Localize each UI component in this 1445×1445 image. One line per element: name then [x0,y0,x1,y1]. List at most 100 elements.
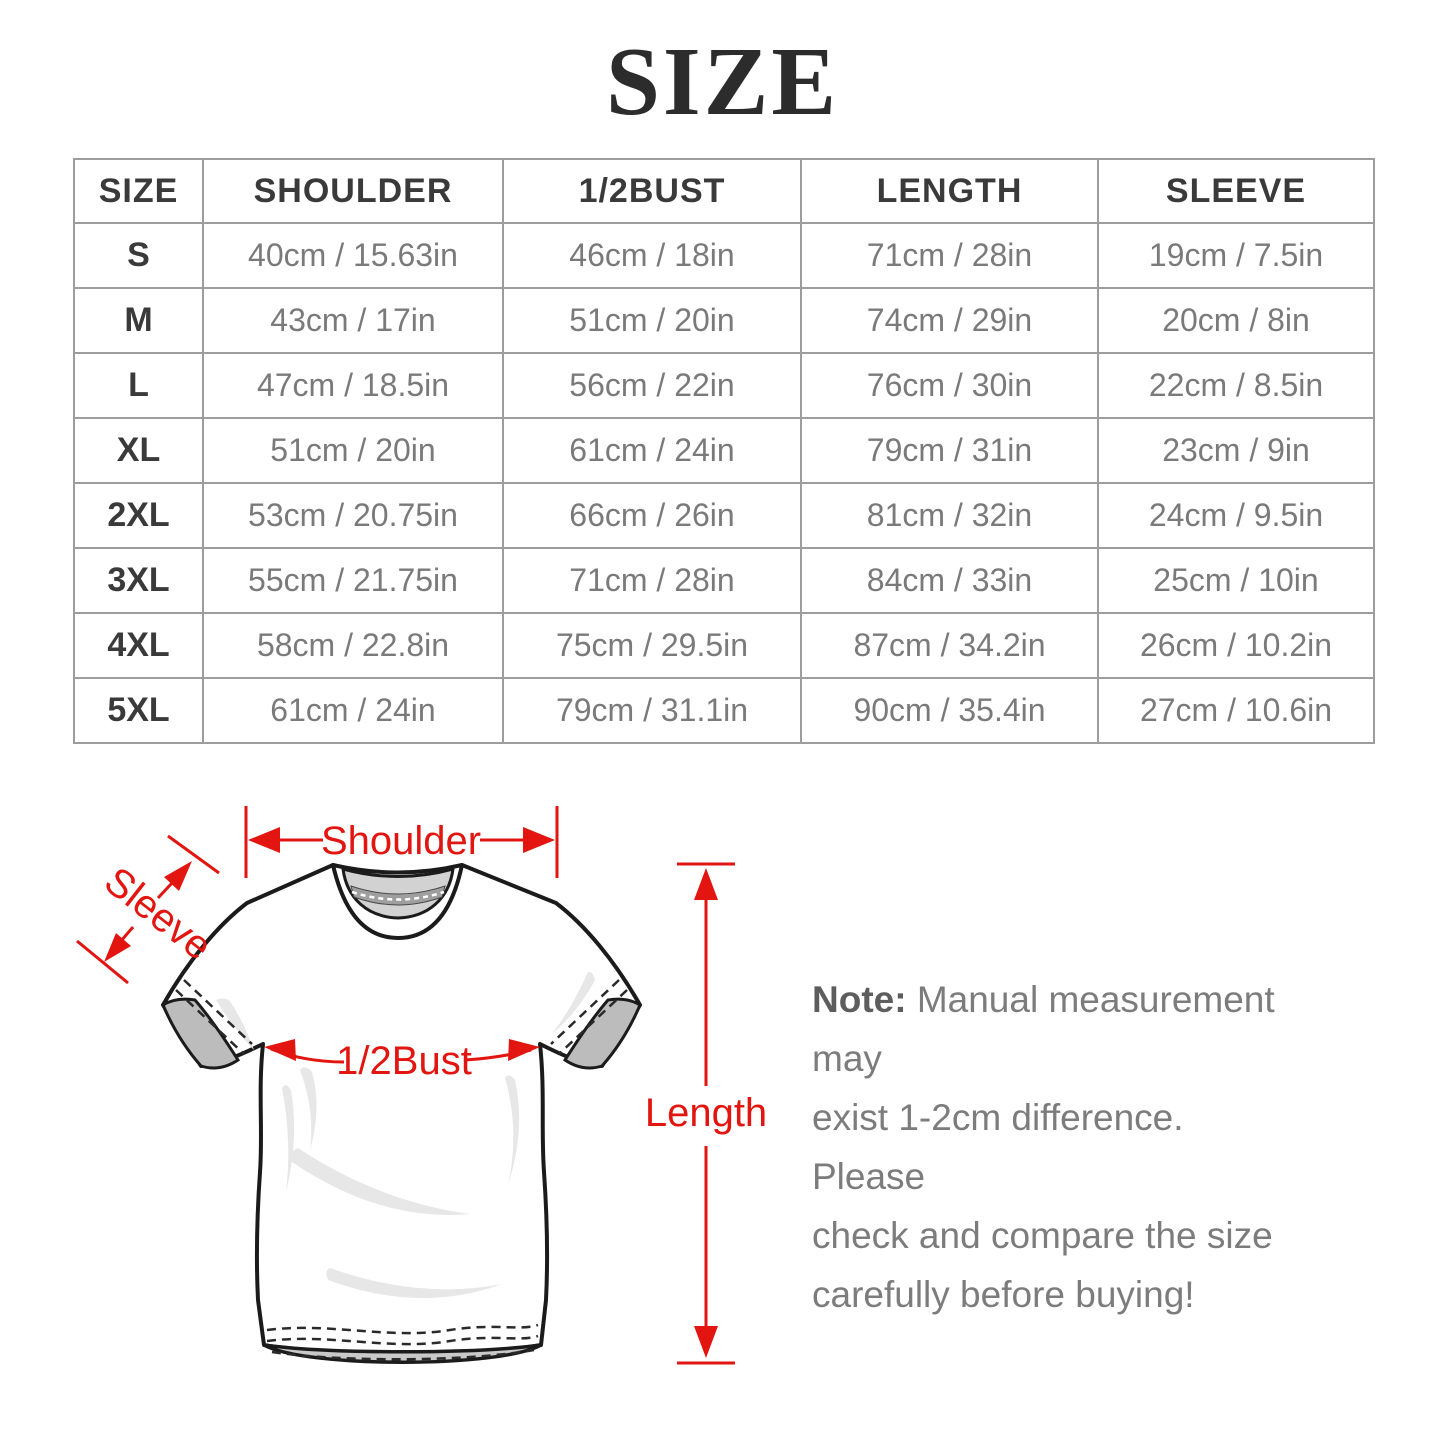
column-header-length: LENGTH [800,158,1099,224]
collar-rib [331,863,464,941]
size-label: 2XL [73,482,204,549]
measurement-note: Note: Manual measurement may exist 1-2cm… [812,970,1302,1324]
size-table-body: S 40cm / 15.63in 46cm / 18in 71cm / 28in 19c… [73,222,1375,744]
size-table-header: SIZE SHOULDER 1/2BUST LENGTH SLEEVE [73,158,1375,224]
cell-length: 87cm / 34.2in [800,612,1099,679]
sleeve-tick-bottom [76,939,129,985]
wrinkle-shading [291,1148,470,1215]
cell-sleeve: 27cm / 10.6in [1097,677,1375,744]
cell-sleeve: 26cm / 10.2in [1097,612,1375,679]
shoulder-arrowhead-right [523,827,555,853]
length-arrowhead-up [694,868,718,900]
cell-length: 81cm / 32in [800,482,1099,549]
cell-length: 84cm / 33in [800,547,1099,614]
cell-shoulder: 47cm / 18.5in [202,352,504,419]
sleeve-arrow-line [156,881,174,900]
cell-length: 74cm / 29in [800,287,1099,354]
length-arrowhead-down [694,1326,718,1358]
table-row-l: L 47cm / 18.5in 56cm / 22in 76cm / 30in 22cm… [73,352,1375,419]
right-cuff [562,997,642,1070]
cell-shoulder: 55cm / 21.75in [202,547,504,614]
column-header-size: SIZE [73,158,204,224]
hem-underside-stitch [271,1348,535,1361]
wrinkle-shading [326,1268,502,1299]
note-text: Manual measurement may exist 1-2cm diffe… [812,979,1275,1315]
table-row-2xl: 2XL 53cm / 20.75in 66cm / 26in 81cm / 32in 2… [73,482,1375,549]
column-header-shoulder: SHOULDER [202,158,504,224]
wrinkle-shading [282,1085,295,1192]
table-row-m: M 43cm / 17in 51cm / 20in 74cm / 29in 20cm /… [73,287,1375,354]
table-row-4xl: 4XL 58cm / 22.8in 75cm / 29.5in 87cm / 34.2… [73,612,1375,679]
table-row-3xl: 3XL 55cm / 21.75in 71cm / 28in 84cm / 33in 2… [73,547,1375,614]
left-cuff [161,997,241,1070]
length-annotation: Length [645,862,767,1365]
bust-arrowhead-left [264,1039,296,1061]
length-label: Length [645,1091,767,1135]
note-label: Note: [812,979,907,1020]
cell-length: 76cm / 30in [800,352,1099,419]
cell-sleeve: 20cm / 8in [1097,287,1375,354]
collar-braid [350,885,446,906]
shoulder-annotation: Shoulder [244,806,559,878]
cell-bust: 51cm / 20in [502,287,802,354]
cell-shoulder: 43cm / 17in [202,287,504,354]
t-shirt-illustration [161,863,642,1364]
sleeve-stitch [558,989,628,1055]
hem-stitch [266,1323,539,1335]
size-label: S [73,222,204,289]
size-label: 4XL [73,612,204,679]
cell-bust: 79cm / 31.1in [502,677,802,744]
cell-sleeve: 22cm / 8.5in [1097,352,1375,419]
cell-length: 90cm / 35.4in [800,677,1099,744]
cell-shoulder: 61cm / 24in [202,677,504,744]
cell-shoulder: 53cm / 20.75in [202,482,504,549]
size-label: XL [73,417,204,484]
column-header-sleeve: SLEEVE [1097,158,1375,224]
cell-shoulder: 40cm / 15.63in [202,222,504,289]
cell-bust: 71cm / 28in [502,547,802,614]
shoulder-label: Shoulder [321,819,481,863]
wrinkle-shading [300,1067,317,1150]
size-label: 5XL [73,677,204,744]
cell-sleeve: 23cm / 9in [1097,417,1375,484]
shoulder-arrowhead-left [248,827,280,853]
cell-bust: 56cm / 22in [502,352,802,419]
collar-braid-stitch [351,890,445,901]
sleeve-annotation: Sleeve [76,834,220,985]
bust-label: 1/2Bust [336,1039,472,1083]
wrinkle-shading [505,1075,520,1185]
size-label: 3XL [73,547,204,614]
hem-stitch [266,1334,539,1346]
sleeve-arrowhead-bottom [104,933,131,962]
cell-bust: 75cm / 29.5in [502,612,802,679]
sleeve-arrowhead-top [164,861,192,891]
size-table: SIZE SHOULDER 1/2BUST LENGTH SLEEVE S 40cm / … [73,158,1375,744]
sleeve-arrow-line [119,926,135,942]
page-title: SIZE [605,28,840,135]
table-row-5xl: 5XL 61cm / 24in 79cm / 31.1in 90cm / 35.4in… [73,677,1375,744]
cell-shoulder: 51cm / 20in [202,417,504,484]
cell-bust: 66cm / 26in [502,482,802,549]
sleeve-stitch [550,979,620,1045]
cell-sleeve: 19cm / 7.5in [1097,222,1375,289]
size-label: M [73,287,204,354]
table-row-xl: XL 51cm / 20in 61cm / 24in 79cm / 31in 23cm … [73,417,1375,484]
cell-length: 71cm / 28in [800,222,1099,289]
cell-length: 79cm / 31in [800,417,1099,484]
cell-bust: 61cm / 24in [502,417,802,484]
bust-arrowhead-right [508,1039,540,1061]
header-row: SIZE SHOULDER 1/2BUST LENGTH SLEEVE [73,158,1375,224]
bust-annotation: 1/2Bust [264,1039,540,1083]
sleeve-stitch [183,979,253,1045]
sleeve-tick-top [167,834,220,875]
cell-bust: 46cm / 18in [502,222,802,289]
wrinkle-shading [552,971,595,1034]
t-shirt-measurement-diagram: Shoulder Sleeve 1/2Bust Length [76,806,767,1365]
table-row-s: S 40cm / 15.63in 46cm / 18in 71cm / 28in 19c… [73,222,1375,289]
cell-shoulder: 58cm / 22.8in [202,612,504,679]
sleeve-stitch [175,989,245,1055]
cell-sleeve: 24cm / 9.5in [1097,482,1375,549]
size-label: L [73,352,204,419]
cell-sleeve: 25cm / 10in [1097,547,1375,614]
